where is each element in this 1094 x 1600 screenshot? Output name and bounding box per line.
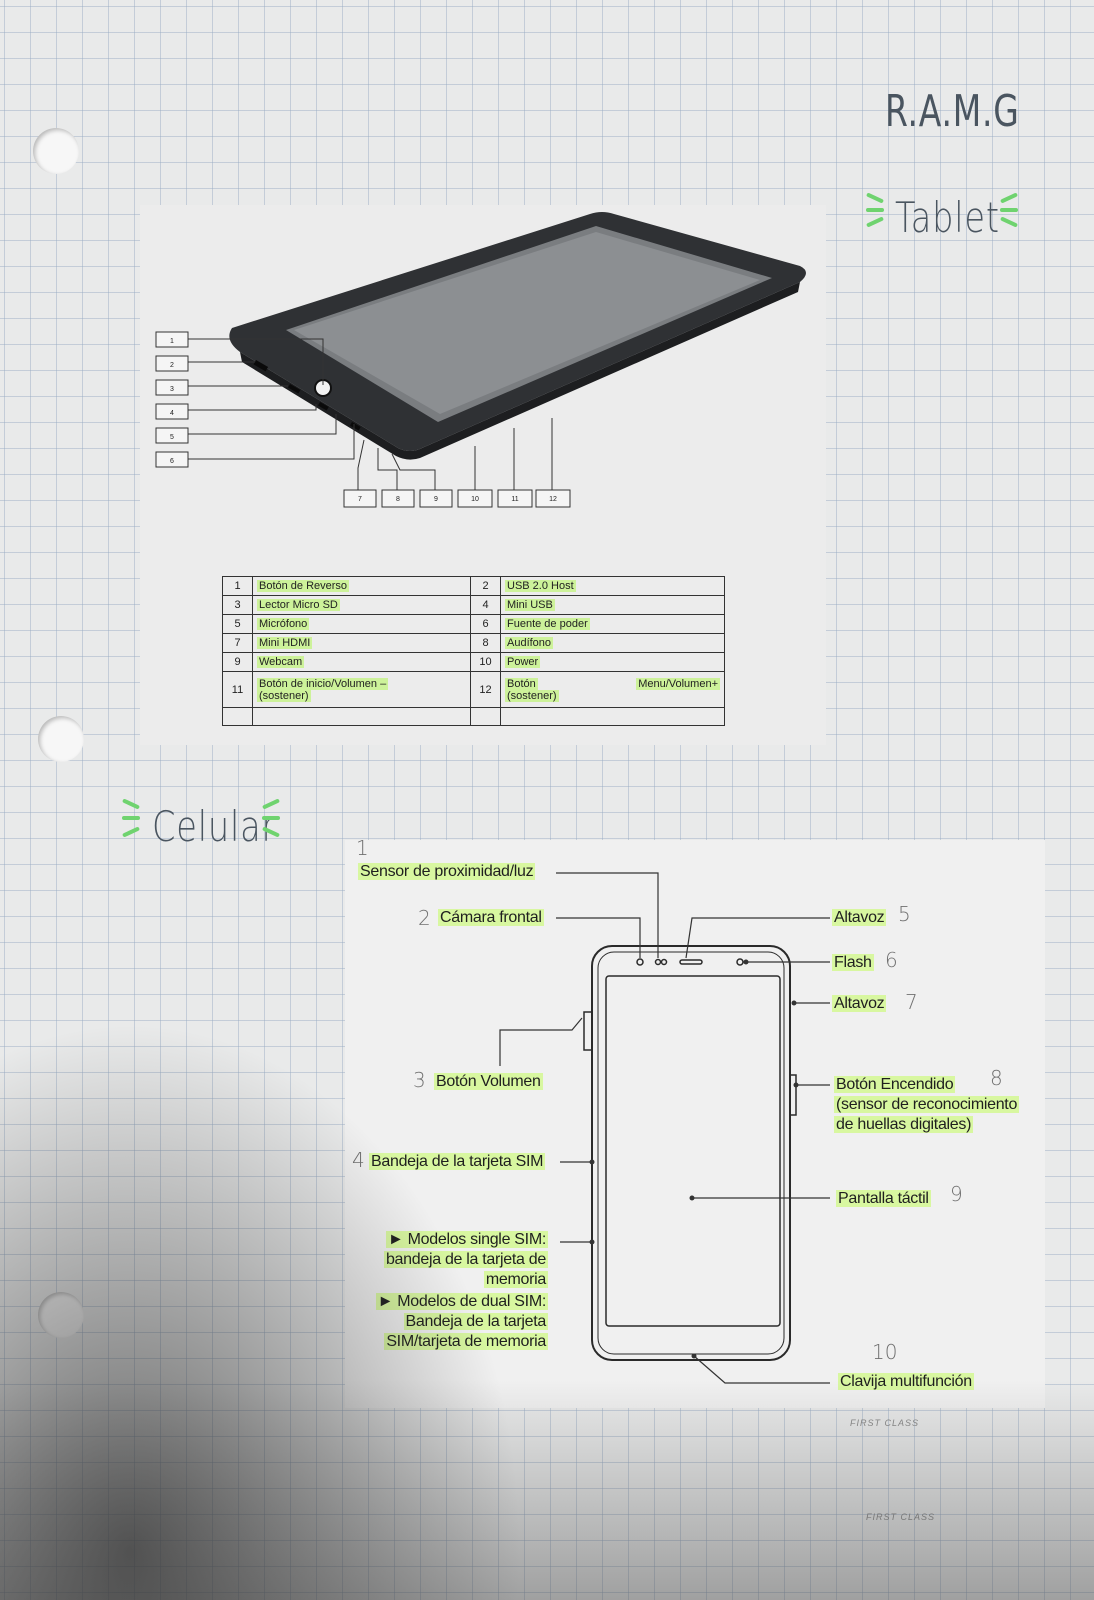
hand-number: 9 bbox=[950, 1182, 963, 1206]
notebook-brand-mark: FIRST CLASS bbox=[866, 1512, 935, 1522]
label-clavija: Clavija multifunción bbox=[838, 1372, 974, 1392]
hand-number: 8 bbox=[990, 1066, 1003, 1090]
phone-outline bbox=[584, 946, 796, 1360]
phone-callout-dots bbox=[590, 960, 799, 1359]
notebook-brand-mark: FIRST CLASS bbox=[850, 1418, 919, 1428]
hand-number: 3 bbox=[413, 1068, 426, 1092]
hand-number: 5 bbox=[898, 902, 911, 926]
label-altavoz-lateral: Altavoz bbox=[832, 994, 886, 1014]
label-altavoz-superior: Altavoz bbox=[832, 908, 886, 928]
label-bandeja-sim: Bandeja de la tarjeta SIM bbox=[369, 1152, 545, 1172]
label-modelos-single: ► Modelos single SIM: bandeja de la tarj… bbox=[376, 1230, 548, 1290]
hand-number: 4 bbox=[352, 1148, 365, 1172]
label-pantalla-tactil: Pantalla táctil bbox=[836, 1189, 931, 1209]
label-sensor: Sensor de proximidad/luz bbox=[358, 862, 535, 882]
hand-number: 7 bbox=[905, 990, 918, 1014]
hand-number: 2 bbox=[418, 906, 431, 930]
hand-number: 10 bbox=[872, 1340, 897, 1364]
hand-number: 6 bbox=[885, 948, 898, 972]
label-camara-frontal: Cámara frontal bbox=[438, 908, 544, 928]
label-modelos-dual: ► Modelos de dual SIM: Bandeja de la tar… bbox=[366, 1292, 548, 1352]
label-flash: Flash bbox=[832, 953, 874, 973]
hand-number: 1 bbox=[356, 836, 369, 860]
label-boton-volumen: Botón Volumen bbox=[434, 1072, 543, 1092]
